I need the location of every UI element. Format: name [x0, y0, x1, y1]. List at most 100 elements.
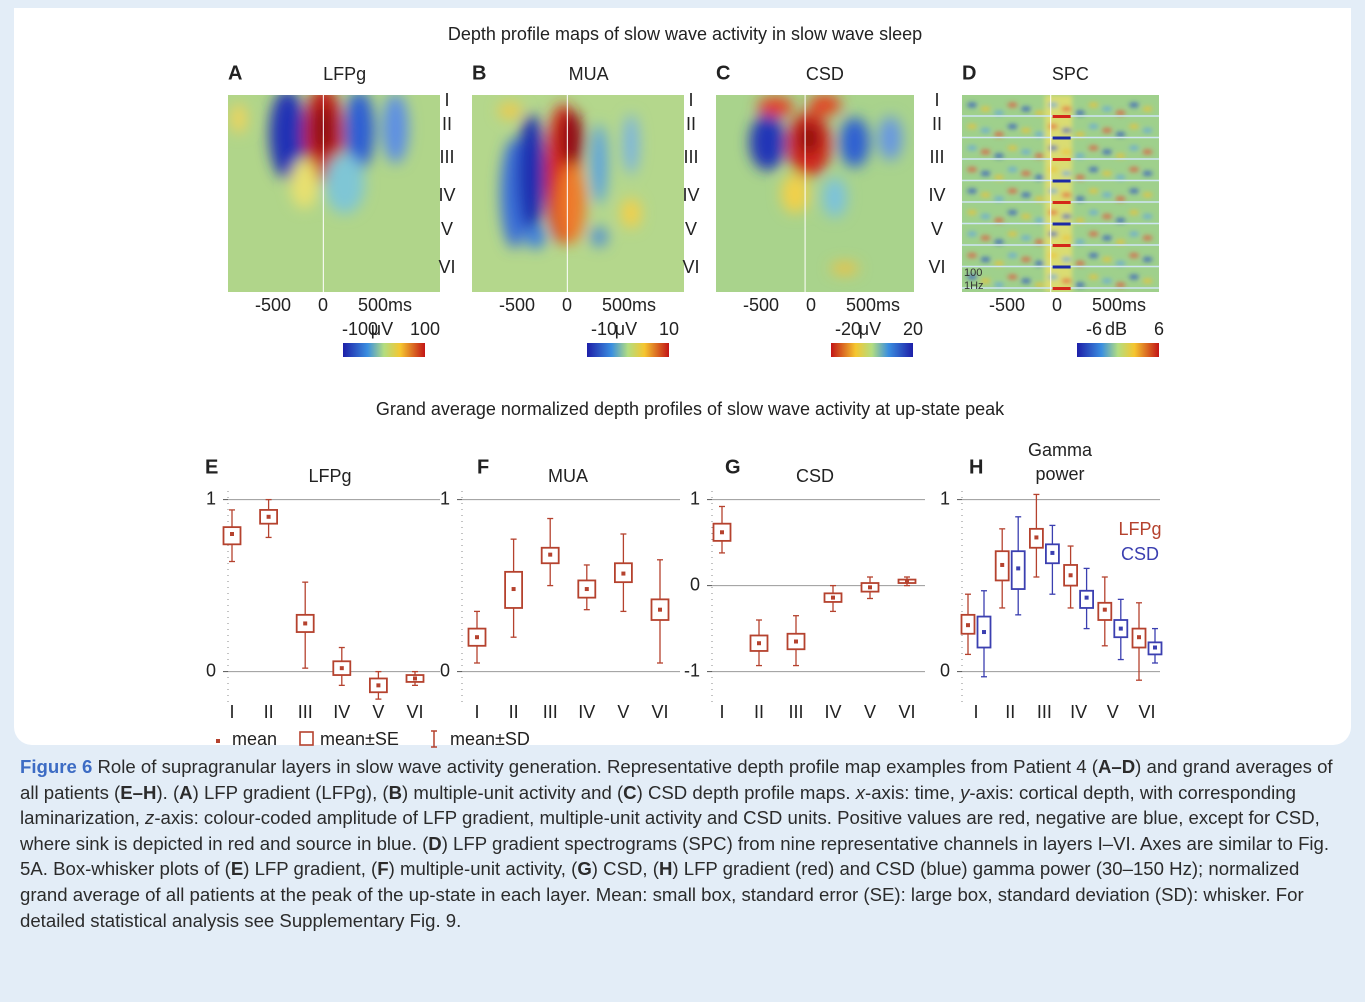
- spectrogram-peak: [1052, 222, 1071, 226]
- heatmap-blob: [749, 114, 786, 171]
- spectrogram-blob: [1021, 214, 1031, 219]
- x-tick-label: I: [229, 702, 234, 722]
- x-tick-label: -500: [743, 295, 779, 315]
- x-tick-label: -500: [255, 295, 291, 315]
- legend-se-icon: [299, 731, 314, 746]
- heatmap-blobs: [230, 95, 409, 214]
- spectrogram-blob: [1007, 145, 1018, 151]
- colorbar-label: -10: [591, 319, 617, 339]
- box-whisker: [1029, 493, 1044, 578]
- x-tick-label: VI: [406, 702, 423, 722]
- x-tick-label: 0: [806, 295, 816, 315]
- heatmap-blob: [344, 95, 375, 171]
- x-tick-label: IV: [333, 702, 350, 722]
- spectrogram-blob: [994, 110, 1004, 116]
- box-whisker: [712, 505, 732, 554]
- x-tick-label: I: [973, 702, 978, 722]
- spectrogram-blob: [980, 106, 991, 112]
- spectrogram-blob: [1048, 210, 1058, 215]
- panel-letter: E: [205, 456, 218, 478]
- figure-caption: Figure 6 Role of supragranular layers in…: [20, 754, 1348, 933]
- heatmap-blobs: [498, 102, 641, 249]
- caption-text: -axis: time,: [865, 781, 961, 803]
- legend-label: mean: [232, 729, 277, 749]
- spectrogram-blob: [1102, 149, 1112, 155]
- box-whisker: [577, 564, 597, 611]
- caption-text: A: [179, 781, 193, 803]
- layer-label: II: [932, 114, 942, 134]
- heatmap-blob: [621, 198, 641, 229]
- caption-text: Role of supragranular layers in slow wav…: [92, 756, 1098, 777]
- layer-label: VI: [928, 257, 945, 277]
- spectrogram-blob: [1115, 239, 1126, 245]
- caption-text: ) LFP gradient (red) and CSD (blue) gamm…: [20, 858, 1304, 931]
- spectrogram-blob: [1142, 257, 1153, 262]
- caption-text: ) multiple-unit activity and (: [402, 781, 624, 803]
- box-whisker: [222, 509, 242, 563]
- caption-text: ) LFP gradient, (: [243, 858, 378, 880]
- layer-label: IV: [928, 185, 945, 205]
- spectrogram-peak: [1052, 244, 1071, 247]
- x-tick-label: 0: [562, 295, 572, 315]
- spectrogram-blob: [1007, 253, 1018, 258]
- spectrogram-blob: [1088, 210, 1099, 215]
- spectrogram-blob: [1102, 235, 1112, 241]
- spectrogram-blob: [1007, 124, 1018, 129]
- caption-text: ) LFP gradient (LFPg), (: [192, 781, 389, 803]
- mean-marker: [794, 639, 798, 644]
- box-whisker: [540, 517, 560, 587]
- x-tick-label: 0: [1052, 295, 1062, 315]
- box-whisker: [860, 576, 880, 600]
- colorbar: [1077, 343, 1159, 357]
- spectrogram-blob: [1061, 235, 1072, 241]
- box-whisker: [1063, 545, 1078, 609]
- panel-title: LFPg: [308, 466, 351, 486]
- panel-letter: F: [477, 456, 489, 478]
- caption-text: ) and grand averages of all patients (: [20, 756, 1333, 803]
- spectrogram-peak: [1052, 265, 1071, 269]
- spectrogram-blob: [1021, 257, 1031, 262]
- box-whisker: [259, 498, 279, 539]
- spectrogram-blob: [1034, 239, 1045, 245]
- spectrogram-blob: [1115, 175, 1126, 180]
- caption-text: ) CSD depth profile maps.: [636, 781, 856, 803]
- spectrogram-blob: [1129, 167, 1139, 172]
- spectrogram-blob: [1075, 239, 1085, 245]
- spectrogram-blob: [1048, 167, 1058, 172]
- spectrogram-blob: [1034, 218, 1045, 223]
- spectrogram-blob: [994, 239, 1004, 245]
- x-tick-label: 500ms: [602, 295, 656, 315]
- spectrogram-blob: [1129, 231, 1139, 237]
- y-tick-label: 1: [690, 488, 700, 508]
- spectrogram-blob: [1102, 106, 1112, 112]
- mean-marker: [1137, 635, 1141, 640]
- spectrogram-blob: [1115, 196, 1126, 202]
- panel-letter: G: [725, 456, 741, 478]
- mean-marker: [413, 676, 417, 681]
- spectrogram-blob: [1115, 261, 1126, 266]
- spectrogram-blob: [967, 210, 977, 215]
- heatmap-blob: [839, 117, 870, 168]
- caption-text: x: [855, 781, 865, 803]
- heatmap-blob: [781, 173, 810, 214]
- x-tick-label: III: [1037, 702, 1052, 722]
- spectrogram-blob: [980, 149, 991, 155]
- spectrogram-blob: [1102, 257, 1112, 262]
- spectrogram-blob: [1102, 192, 1112, 198]
- mean-marker: [1102, 607, 1107, 612]
- spectrogram-blob: [1115, 132, 1126, 137]
- spectrogram-blob: [1142, 106, 1153, 112]
- spectrogram-blob: [1021, 235, 1031, 241]
- spectrogram-blob: [1021, 192, 1031, 198]
- spectrogram-blob: [1075, 218, 1085, 223]
- heatmap-blob: [623, 114, 639, 175]
- spectrogram-blob: [1142, 149, 1153, 155]
- spectrogram-blob: [1075, 282, 1085, 288]
- spectrogram-peak: [1052, 179, 1071, 183]
- mean-marker: [511, 587, 516, 592]
- spectrogram-blob: [1129, 188, 1139, 194]
- spectrogram-blob: [994, 282, 1004, 288]
- y-tick-label: 0: [940, 660, 950, 680]
- y-tick-label: 0: [690, 574, 700, 594]
- panel-letter: A: [228, 62, 242, 84]
